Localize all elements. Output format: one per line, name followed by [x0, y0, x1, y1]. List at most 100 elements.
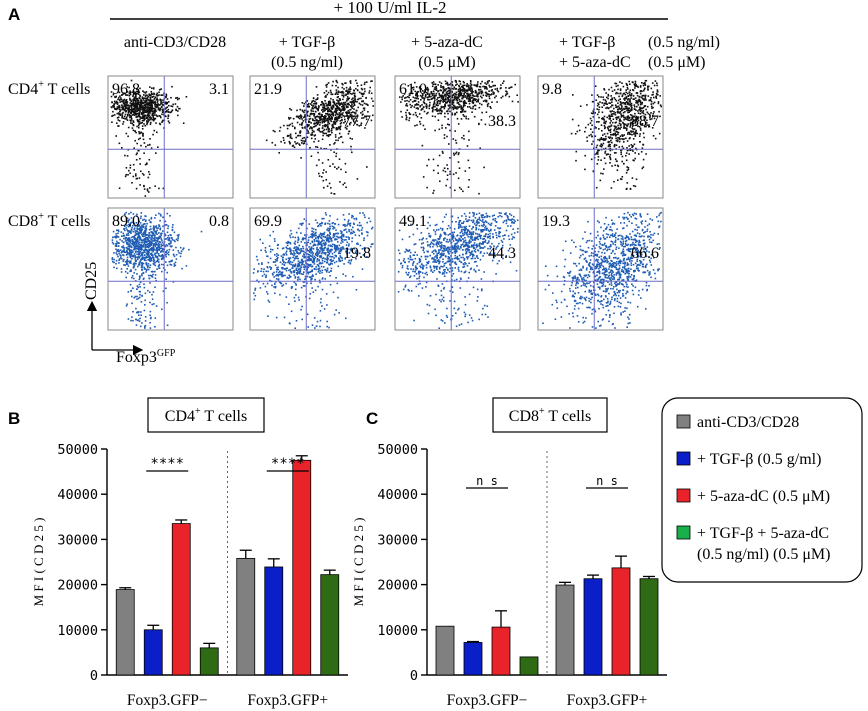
flow-dot: [630, 104, 633, 107]
flow-dot: [367, 247, 370, 250]
flow-dot: [401, 116, 403, 118]
flow-dot: [301, 118, 303, 120]
flow-dot: [608, 114, 610, 117]
flow-dot: [276, 247, 279, 250]
flow-dot: [363, 83, 366, 86]
flow-dot: [119, 110, 121, 113]
flow-dot: [629, 137, 631, 139]
flow-dot: [151, 108, 154, 110]
flow-dot: [154, 112, 156, 114]
flow-dot: [136, 244, 138, 246]
flow-dot: [310, 282, 312, 285]
flow-dot: [467, 186, 470, 188]
flow-dot: [326, 108, 328, 110]
flow-dot: [627, 98, 630, 100]
flow-dot: [350, 115, 352, 118]
flow-dot: [340, 102, 343, 104]
flow-dot: [126, 103, 128, 105]
flow-dot: [134, 232, 137, 234]
flow-dot: [133, 253, 136, 255]
flow-dot: [604, 102, 607, 105]
flow-dot: [329, 103, 332, 105]
flow-dot: [459, 83, 462, 85]
flow-dot: [597, 159, 600, 161]
flow-dot: [453, 92, 456, 95]
flow-dot: [138, 232, 141, 235]
flow-dot: [328, 182, 331, 185]
flow-dot: [347, 98, 350, 101]
flow-dot: [134, 108, 136, 110]
flow-dot: [434, 99, 436, 101]
flow-dot: [131, 242, 133, 245]
flow-dot: [177, 114, 179, 117]
flow-dot: [162, 250, 164, 253]
flow-dot: [481, 111, 483, 114]
flow-dot: [408, 96, 410, 99]
flow-dot: [348, 103, 350, 106]
flow-dot: [315, 164, 318, 167]
flow-dot: [600, 159, 602, 161]
flow-dot: [441, 124, 443, 127]
flow-dot: [344, 118, 346, 121]
flow-dot: [143, 241, 146, 243]
flow-dot: [136, 119, 139, 121]
flow-dot: [455, 108, 458, 110]
flow-dot: [432, 106, 435, 108]
flow-dot: [337, 100, 340, 102]
flow-dot: [160, 102, 162, 105]
flow-dot: [618, 146, 621, 148]
flow-dot: [127, 221, 129, 223]
flow-dot: [622, 121, 624, 124]
flow-dot: [332, 80, 334, 83]
flow-dot: [174, 240, 176, 243]
flow-dot: [349, 80, 351, 83]
flow-dot: [149, 321, 151, 324]
flow-dot: [164, 238, 166, 240]
flow-dot: [117, 229, 120, 231]
flow-dot: [146, 122, 149, 124]
flow-dot: [278, 271, 280, 274]
flow-dot: [340, 110, 342, 113]
flow-dot: [311, 113, 314, 115]
flow-dot: [153, 118, 156, 120]
flow-dot: [325, 84, 327, 86]
flow-dot: [310, 127, 313, 129]
flow-dot: [122, 250, 124, 252]
flow-dot: [321, 130, 323, 133]
flow-dot: [427, 96, 430, 98]
flow-dot: [149, 314, 151, 317]
flow-dot: [459, 80, 461, 83]
flow-dot: [124, 101, 126, 104]
flow-dot: [309, 265, 311, 267]
flow-dot: [642, 89, 645, 92]
flow-dot: [336, 120, 338, 123]
flow-dot: [630, 121, 632, 124]
flow-dot: [627, 115, 629, 117]
flow-dot: [141, 228, 144, 230]
flow-dot: [401, 96, 403, 99]
flow-dot: [282, 267, 284, 269]
flow-dot: [147, 114, 150, 117]
flow-dot: [437, 172, 439, 174]
quadrant-value-upper-right: 88.7: [631, 113, 659, 130]
flow-dot: [349, 113, 352, 116]
flow-dot: [142, 110, 144, 113]
flow-dot: [132, 129, 135, 132]
flow-plot-r1-c1: 96.8 3.1: [107, 75, 234, 199]
flow-dot: [342, 92, 345, 94]
flow-dot: [358, 221, 361, 224]
flow-dot: [320, 246, 323, 248]
flow-dot: [152, 112, 155, 115]
flow-dot: [432, 103, 435, 106]
flow-dot: [466, 93, 469, 95]
flow-dot: [399, 96, 401, 98]
flow-dot: [140, 113, 143, 115]
flow-dot: [290, 272, 293, 274]
flow-dot: [608, 102, 610, 104]
flow-dot: [347, 92, 349, 95]
flow-dot: [435, 103, 438, 106]
flow-dot: [140, 144, 142, 147]
flow-dot: [614, 127, 616, 130]
flow-dot: [155, 255, 158, 258]
flow-dot: [307, 241, 309, 243]
